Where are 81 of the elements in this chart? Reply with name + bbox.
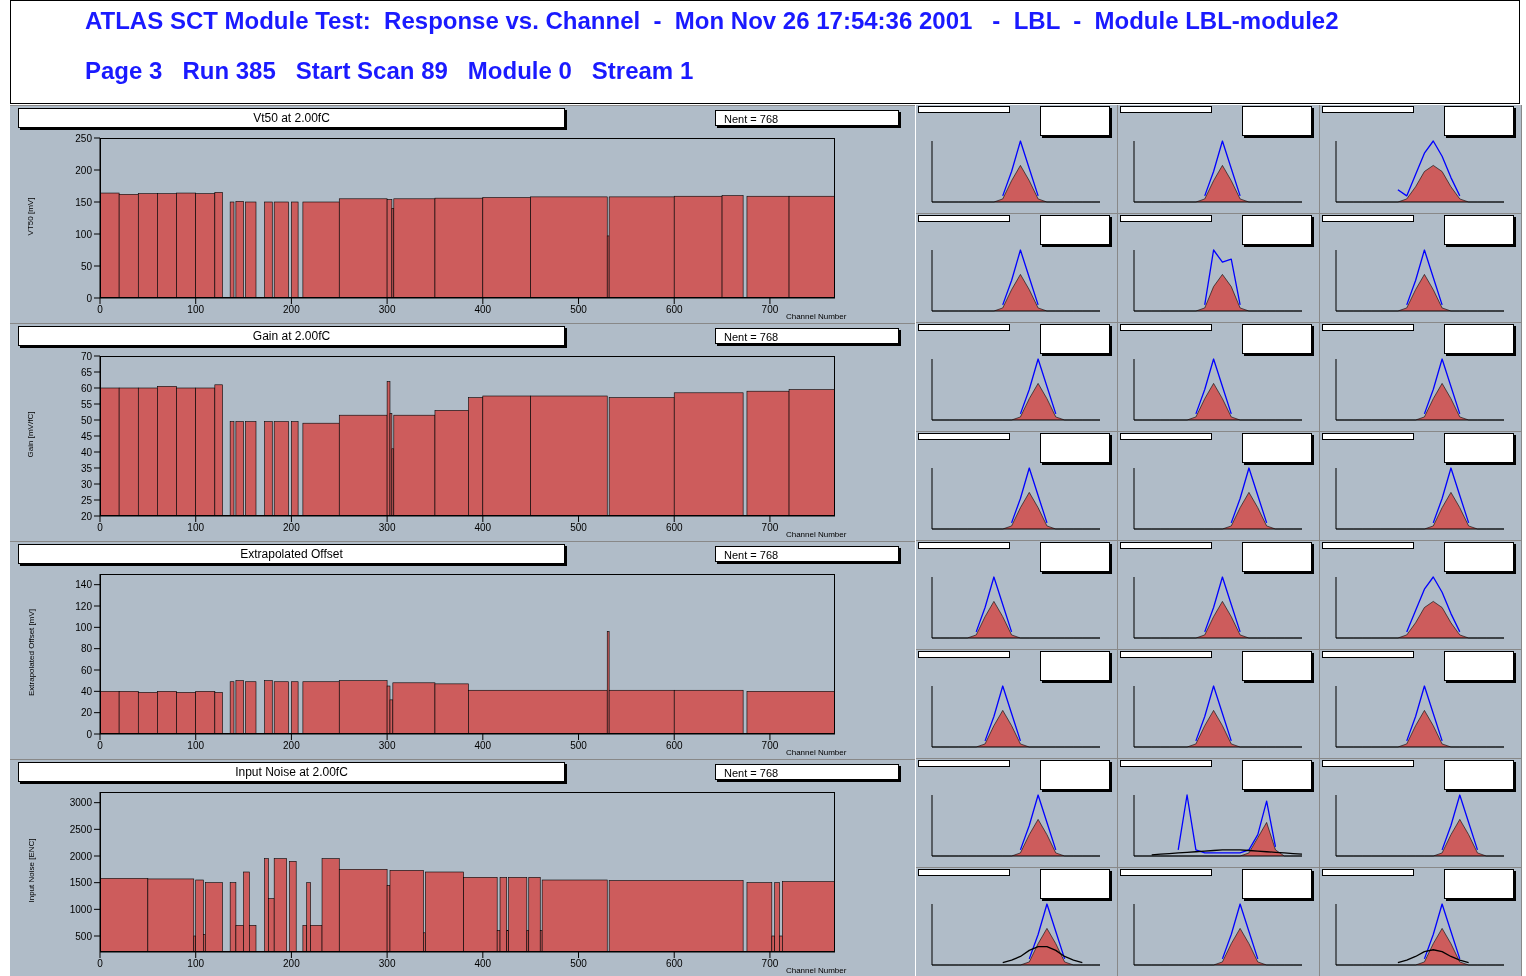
text: ATLAS SCT Module Test: Response vs. Channel - Mon Nov 26 17:54:36 2001 - LBL - Module LBL-module2: [85, 7, 1339, 35]
y-tick-label: 40: [80, 446, 93, 458]
y-tick-label: 0: [86, 292, 93, 304]
y-axis-title: Input Noise [ENC]: [26, 837, 36, 903]
text: Page 3 Run 385 Start Scan 89 Module 0 Stream 1: [85, 57, 694, 85]
x-tick-label: 700: [761, 304, 779, 316]
x-tick-label: 0: [97, 740, 104, 752]
y-tick-label: 60: [80, 382, 93, 394]
y-tick-label: 20: [80, 510, 93, 522]
y-tick-label: 150: [75, 196, 93, 208]
x-tick-label: 400: [474, 740, 492, 752]
text: Nent = 768: [715, 110, 899, 126]
x-tick-label: 600: [665, 522, 683, 534]
y-tick-label: 200: [75, 164, 93, 176]
x-tick-label: 500: [570, 522, 588, 534]
y-tick-label: 30: [80, 478, 93, 490]
x-tick-label: 300: [378, 304, 396, 316]
x-tick-label: 0: [97, 304, 104, 316]
chart-title: Input Noise at 2.00fC: [18, 762, 565, 782]
chart-title: Gain at 2.00fC: [18, 326, 565, 346]
y-tick-label: 45: [80, 430, 93, 442]
x-tick-label: 600: [665, 958, 683, 970]
y-tick-label: 20: [80, 707, 93, 719]
chart-title: Vt50 at 2.00fC: [18, 108, 565, 128]
y-tick-label: 120: [75, 600, 93, 612]
x-tick-label: 700: [761, 740, 779, 752]
x-tick-label: 300: [378, 522, 396, 534]
y-tick-label: 2000: [69, 850, 93, 862]
y-tick-label: 3000: [69, 797, 93, 809]
x-tick-label: 100: [187, 740, 205, 752]
x-tick-label: 400: [474, 304, 492, 316]
text: Nent = 768: [715, 764, 899, 780]
y-tick-label: 500: [75, 930, 93, 942]
y-tick-label: 50: [80, 414, 93, 426]
y-tick-label: 1500: [69, 877, 93, 889]
x-axis-title: Channel Number: [785, 748, 847, 757]
x-tick-label: 100: [187, 304, 205, 316]
x-tick-label: 200: [283, 740, 301, 752]
y-tick-label: 250: [75, 132, 93, 144]
x-tick-label: 700: [761, 522, 779, 534]
chart-title: Extrapolated Offset: [18, 544, 565, 564]
x-tick-label: 200: [283, 522, 301, 534]
x-tick-label: 500: [570, 304, 588, 316]
x-tick-label: 300: [378, 958, 396, 970]
y-tick-label: 140: [75, 579, 93, 591]
x-tick-label: 300: [378, 740, 396, 752]
y-tick-label: 100: [75, 621, 93, 633]
y-axis-title: Extrapolated Offset [mV]: [26, 608, 36, 696]
x-tick-label: 500: [570, 740, 588, 752]
x-axis-title: Channel Number: [785, 966, 847, 975]
y-tick-label: 0: [86, 728, 93, 740]
y-tick-label: 2500: [69, 823, 93, 835]
y-tick-label: 55: [80, 398, 93, 410]
x-tick-label: 700: [761, 958, 779, 970]
text: Nent = 768: [715, 546, 899, 562]
x-tick-label: 600: [665, 740, 683, 752]
y-tick-label: 60: [80, 664, 93, 676]
y-tick-label: 35: [80, 462, 93, 474]
x-tick-label: 0: [97, 958, 104, 970]
y-tick-label: 100: [75, 228, 93, 240]
x-tick-label: 100: [187, 522, 205, 534]
x-tick-label: 200: [283, 958, 301, 970]
x-tick-label: 400: [474, 522, 492, 534]
y-tick-label: 40: [80, 685, 93, 697]
y-tick-label: 80: [80, 643, 93, 655]
y-axis-title: Gain [mV/fC]: [26, 411, 36, 457]
y-axis-title: VT50 [mV]: [26, 197, 36, 235]
x-axis-title: Channel Number: [785, 530, 847, 539]
y-tick-label: 50: [80, 260, 93, 272]
text: Nent = 768: [715, 328, 899, 344]
x-tick-label: 600: [665, 304, 683, 316]
y-tick-label: 70: [80, 350, 93, 362]
x-tick-label: 500: [570, 958, 588, 970]
x-tick-label: 100: [187, 958, 205, 970]
x-axis-title: Channel Number: [785, 312, 847, 321]
y-tick-label: 1000: [69, 903, 93, 915]
x-tick-label: 0: [97, 522, 104, 534]
x-tick-label: 200: [283, 304, 301, 316]
x-tick-label: 400: [474, 958, 492, 970]
y-tick-label: 25: [80, 494, 93, 506]
y-tick-label: 65: [80, 366, 93, 378]
